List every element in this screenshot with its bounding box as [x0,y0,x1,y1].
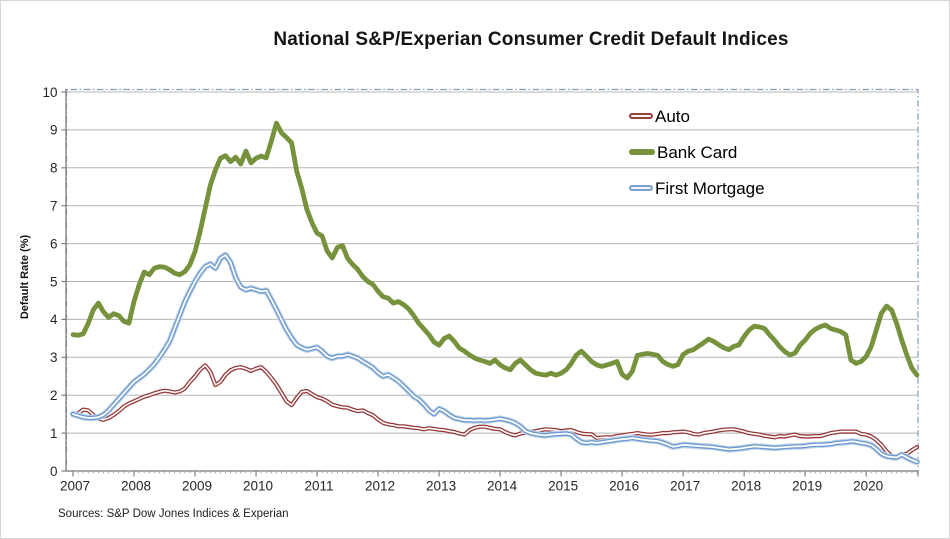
x-tick-label: 2017 [670,479,700,494]
y-axis-title: Default Rate (%) [19,234,31,320]
x-tick-label: 2007 [60,479,90,494]
auto-series-line-core[interactable] [72,364,918,458]
auto-series-line[interactable] [70,363,920,460]
legend-label-first-mortgage: First Mortgage [655,178,765,198]
y-tick-label: 2 [50,388,58,403]
y-tick-label: 3 [50,350,58,365]
x-tick-label: 2012 [365,479,395,494]
x-tick-label: 2016 [609,479,639,494]
bank-card-line-marker-icon [629,148,655,156]
chart-title: National S&P/Experian Consumer Credit De… [273,29,789,50]
legend-label-bank-card: Bank Card [657,142,738,162]
x-tick-label: 2015 [548,479,578,494]
y-tick-label: 10 [42,85,57,100]
legend-item-first-mortgage[interactable]: First Mortgage [629,170,765,206]
first-mortgage-line-marker-icon [629,184,653,192]
legend-item-bank-card[interactable]: Bank Card [629,134,765,170]
x-tick-label: 2010 [243,479,273,494]
y-tick-label: 1 [50,426,58,441]
legend-label-auto: Auto [655,106,690,126]
x-tick-label: 2013 [426,479,456,494]
y-tick-label: 0 [50,464,58,479]
first-mortgage-series-line-core[interactable] [72,254,918,463]
auto-line-marker-icon [629,112,653,120]
y-tick-label: 4 [50,312,58,327]
x-tick-label: 2018 [731,479,761,494]
source-note: Sources: S&P Dow Jones Indices & Experia… [58,508,289,520]
y-tick-label: 6 [50,236,58,251]
x-tick-label: 2019 [792,479,822,494]
y-tick-label: 7 [50,199,58,214]
x-tick-label: 2011 [305,479,334,494]
legend: Auto Bank Card First Mortgage [629,98,765,206]
legend-item-auto[interactable]: Auto [629,98,765,134]
y-tick-label: 9 [50,123,58,138]
x-tick-label: 2014 [487,479,518,494]
bank-card-series-line[interactable] [70,120,920,381]
x-tick-label: 2008 [121,479,151,494]
x-tick-label: 2009 [182,479,212,494]
x-tick-label: 2020 [853,479,883,494]
y-tick-label: 5 [50,274,58,289]
y-tick-label: 8 [50,161,58,176]
